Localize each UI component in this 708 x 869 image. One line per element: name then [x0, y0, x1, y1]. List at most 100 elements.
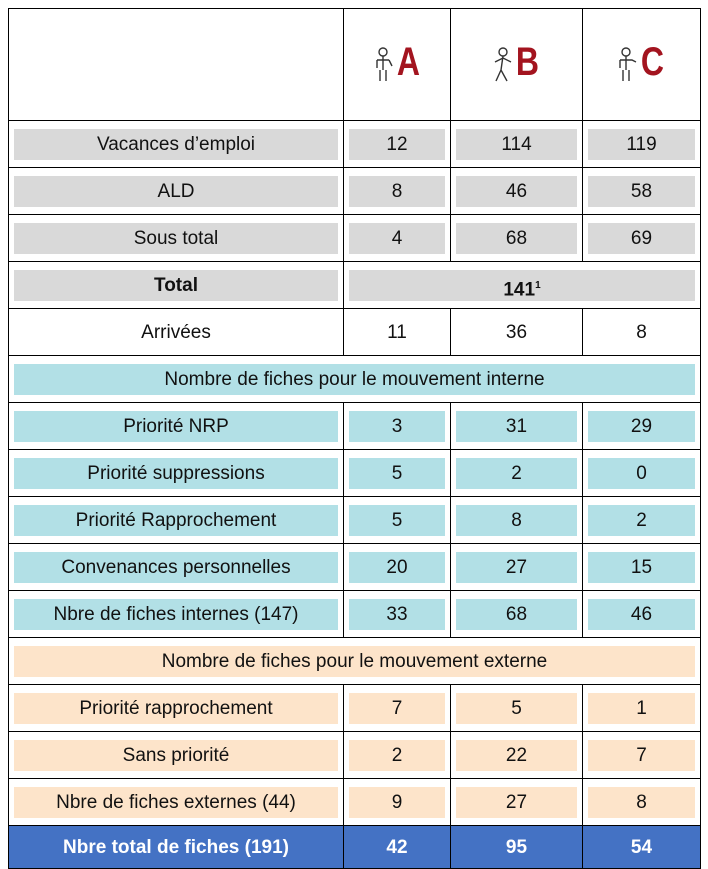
value-cell: 46 — [583, 591, 701, 638]
value: 8 — [456, 505, 577, 536]
header: A — [372, 42, 423, 82]
table-row: Priorité NRP 3 31 29 — [9, 403, 701, 450]
value-cell: 119 — [583, 121, 701, 168]
row-label: Priorité suppressions — [14, 458, 338, 489]
total-value-cell: 1411 — [344, 262, 701, 309]
value: 54 — [588, 832, 695, 863]
value: 2 — [588, 505, 695, 536]
row-label: Priorité NRP — [14, 411, 338, 442]
value: 3 — [349, 411, 445, 442]
value: 11 — [349, 317, 445, 348]
value-cell: 33 — [344, 591, 451, 638]
value-cell: 22 — [451, 732, 583, 779]
value: 46 — [588, 599, 695, 630]
figure-icon — [616, 46, 638, 82]
value-cell: 0 — [583, 450, 701, 497]
row-label-cell: Priorité suppressions — [9, 450, 344, 497]
value: 15 — [588, 552, 695, 583]
row-label-cell: Sous total — [9, 215, 344, 262]
value: 8 — [588, 787, 695, 818]
value-cell: 8 — [451, 497, 583, 544]
value-cell: 29 — [583, 403, 701, 450]
figure-icon — [491, 46, 513, 82]
value-cell: 5 — [344, 450, 451, 497]
column-letter: C — [641, 42, 664, 82]
footnote-mark: 1 — [535, 280, 541, 291]
value: 69 — [588, 223, 695, 254]
value: 20 — [349, 552, 445, 583]
value-cell: 36 — [451, 309, 583, 356]
row-label: Convenances personnelles — [14, 552, 338, 583]
header: B — [491, 42, 542, 82]
value: 33 — [349, 599, 445, 630]
row-label: Arrivées — [14, 317, 338, 348]
value: 7 — [588, 740, 695, 771]
value: 95 — [456, 832, 577, 863]
value: 27 — [456, 787, 577, 818]
value-cell: 7 — [344, 685, 451, 732]
value: 114 — [456, 129, 577, 160]
value: 2 — [349, 740, 445, 771]
value-cell: 1 — [583, 685, 701, 732]
value: 58 — [588, 176, 695, 207]
value: 31 — [456, 411, 577, 442]
value-cell: 42 — [344, 826, 451, 869]
row-label: Nbre de fiches externes (44) — [14, 787, 338, 818]
value-cell: 58 — [583, 168, 701, 215]
value: 5 — [349, 458, 445, 489]
empty-cell — [9, 9, 344, 121]
value-cell: 54 — [583, 826, 701, 869]
column-letter: B — [516, 42, 539, 82]
value: 12 — [349, 129, 445, 160]
value-cell: 3 — [344, 403, 451, 450]
section-header: Nombre de fiches pour le mouvement exter… — [14, 646, 695, 677]
value-cell: 27 — [451, 779, 583, 826]
value-cell: 4 — [344, 215, 451, 262]
value-cell: 5 — [451, 685, 583, 732]
row-label-cell: Arrivées — [9, 309, 344, 356]
page: A B C Vacances d’emploi12114119ALD84658S… — [0, 0, 708, 869]
value-cell: 95 — [451, 826, 583, 869]
value-cell: 2 — [344, 732, 451, 779]
row-label-cell: Priorité Rapprochement — [9, 497, 344, 544]
column-letter: A — [396, 42, 419, 82]
header: C — [616, 42, 667, 82]
value-cell: 8 — [583, 309, 701, 356]
row-label: ALD — [14, 176, 338, 207]
row-label-cell: Priorité rapprochement — [9, 685, 344, 732]
row-label-cell: Vacances d’emploi — [9, 121, 344, 168]
row-label: Vacances d’emploi — [14, 129, 338, 160]
row-label: Total — [14, 270, 338, 301]
row-label-cell: Nbre de fiches externes (44) — [9, 779, 344, 826]
row-label-cell: ALD — [9, 168, 344, 215]
value-cell: 11 — [344, 309, 451, 356]
value-cell: 7 — [583, 732, 701, 779]
row-label-cell: Total — [9, 262, 344, 309]
value: 0 — [588, 458, 695, 489]
value: 5 — [456, 693, 577, 724]
value-cell: 31 — [451, 403, 583, 450]
row-label: Nbre de fiches internes (147) — [14, 599, 338, 630]
value-cell: 2 — [583, 497, 701, 544]
value: 29 — [588, 411, 695, 442]
value: 7 — [349, 693, 445, 724]
value: 36 — [456, 317, 577, 348]
row-label-cell: Nbre total de fiches (191) — [9, 826, 344, 869]
section-header-cell: Nombre de fiches pour le mouvement exter… — [9, 638, 701, 685]
value-cell: 46 — [451, 168, 583, 215]
row-label: Sans priorité — [14, 740, 338, 771]
